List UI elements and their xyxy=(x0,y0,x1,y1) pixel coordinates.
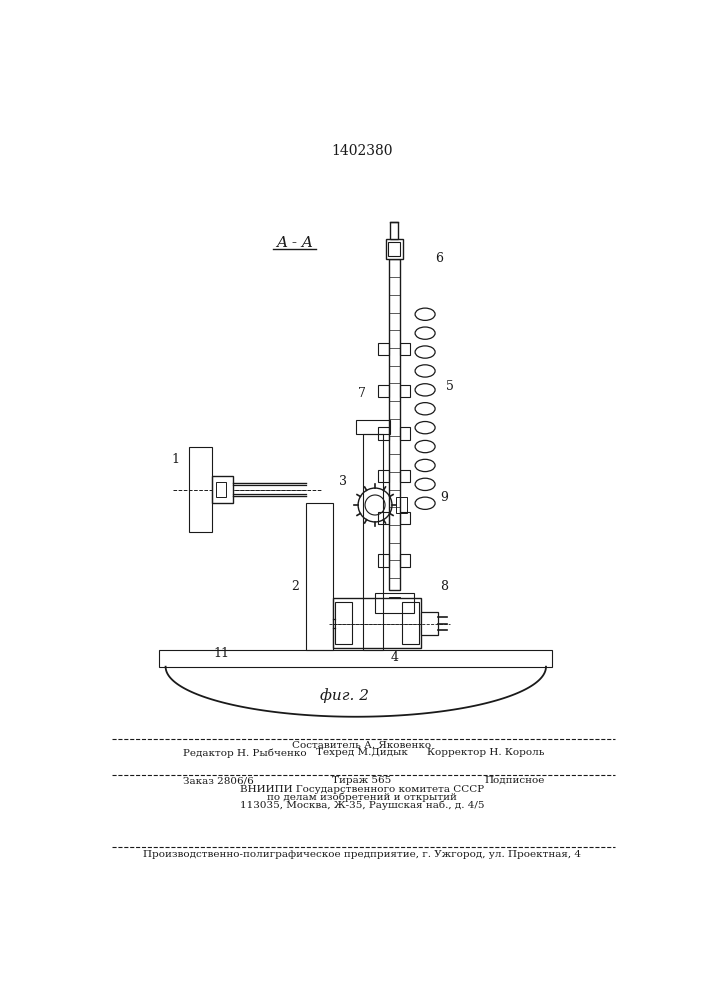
Bar xyxy=(378,512,389,524)
Bar xyxy=(386,239,403,259)
Bar xyxy=(333,598,421,648)
Bar xyxy=(378,427,389,440)
Bar xyxy=(216,482,226,497)
Text: 6: 6 xyxy=(435,252,443,265)
Text: Редактор Н. Рыбченко: Редактор Н. Рыбченко xyxy=(182,748,306,758)
Bar xyxy=(375,593,414,613)
Ellipse shape xyxy=(415,365,435,377)
Bar xyxy=(189,447,212,532)
Bar xyxy=(356,420,390,434)
Text: по делам изобретений и открытий: по делам изобретений и открытий xyxy=(267,793,457,802)
Bar xyxy=(212,476,233,503)
Bar xyxy=(305,503,333,650)
Bar xyxy=(378,343,389,355)
Bar xyxy=(402,602,419,644)
Ellipse shape xyxy=(415,384,435,396)
Bar xyxy=(399,470,411,482)
Ellipse shape xyxy=(415,308,435,320)
Text: 7: 7 xyxy=(358,387,366,400)
Text: Производственно-полиграфическое предприятие, г. Ужгород, ул. Проектная, 4: Производственно-полиграфическое предприя… xyxy=(143,850,581,859)
Bar xyxy=(378,554,389,567)
Bar xyxy=(399,554,411,567)
Bar xyxy=(399,385,411,397)
Text: 1: 1 xyxy=(171,453,179,466)
Text: 113035, Москва, Ж-35, Раушская наб., д. 4/5: 113035, Москва, Ж-35, Раушская наб., д. … xyxy=(240,801,484,810)
Bar xyxy=(399,512,411,524)
Bar xyxy=(375,593,414,613)
Bar xyxy=(402,602,419,644)
Bar xyxy=(389,259,399,590)
Text: 1402380: 1402380 xyxy=(331,144,392,158)
Bar xyxy=(378,554,389,567)
Ellipse shape xyxy=(415,459,435,472)
Text: ВНИИПИ Государственного комитета СССР: ВНИИПИ Государственного комитета СССР xyxy=(240,785,484,794)
Bar xyxy=(396,497,407,513)
Bar xyxy=(378,470,389,482)
Bar xyxy=(378,385,389,397)
Bar xyxy=(378,385,389,397)
Bar xyxy=(189,447,212,532)
Text: A - A: A - A xyxy=(276,236,312,250)
Bar xyxy=(160,650,552,667)
Ellipse shape xyxy=(415,478,435,490)
Bar xyxy=(389,597,399,609)
Text: Корректор Н. Король: Корректор Н. Король xyxy=(427,748,544,757)
Bar xyxy=(390,222,398,239)
Text: 9: 9 xyxy=(440,491,448,504)
Bar xyxy=(335,602,352,644)
Text: 2: 2 xyxy=(291,580,299,593)
Bar xyxy=(378,512,389,524)
Bar xyxy=(399,343,411,355)
Bar xyxy=(378,470,389,482)
Text: Заказ 2806/6: Заказ 2806/6 xyxy=(182,776,253,785)
Text: 8: 8 xyxy=(440,580,448,593)
Bar xyxy=(378,343,389,355)
Text: Составитель А. Яковенко: Составитель А. Яковенко xyxy=(293,741,431,750)
Text: фиг. 2: фиг. 2 xyxy=(320,689,369,703)
Bar xyxy=(160,650,552,667)
Text: 11: 11 xyxy=(214,647,229,660)
Text: Тираж 565: Тираж 565 xyxy=(332,776,392,785)
Ellipse shape xyxy=(415,346,435,358)
Bar xyxy=(421,612,438,635)
Bar xyxy=(399,385,411,397)
Ellipse shape xyxy=(415,497,435,509)
Bar xyxy=(305,503,333,650)
Text: Подписное: Подписное xyxy=(484,776,544,785)
Bar xyxy=(399,343,411,355)
Bar xyxy=(356,420,390,434)
Bar xyxy=(399,554,411,567)
Bar xyxy=(388,242,400,256)
Bar xyxy=(363,434,382,650)
Ellipse shape xyxy=(415,422,435,434)
Text: 5: 5 xyxy=(446,379,454,392)
Bar xyxy=(399,512,411,524)
Bar xyxy=(388,242,400,256)
Bar xyxy=(399,427,411,440)
Bar xyxy=(399,427,411,440)
Ellipse shape xyxy=(415,403,435,415)
Bar xyxy=(363,434,382,650)
Bar xyxy=(335,602,352,644)
Ellipse shape xyxy=(415,327,435,339)
Text: 3: 3 xyxy=(339,475,347,488)
Text: 4: 4 xyxy=(390,651,399,664)
Ellipse shape xyxy=(415,440,435,453)
Bar xyxy=(396,497,407,513)
Bar xyxy=(378,427,389,440)
Bar xyxy=(399,470,411,482)
Text: Техред М.Дидык: Техред М.Дидык xyxy=(316,748,408,757)
